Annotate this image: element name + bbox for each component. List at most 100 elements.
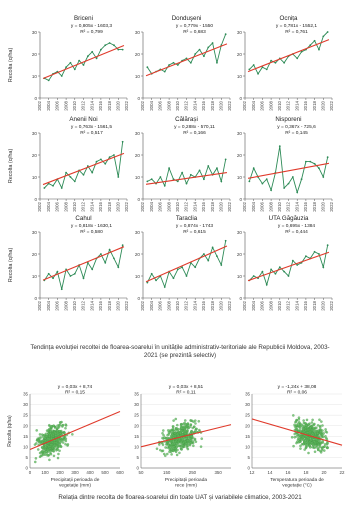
trend-equation: y = 0,781x - 1552,1 bbox=[276, 23, 318, 29]
x-tick-label: 2006 bbox=[158, 100, 163, 110]
scatter-point bbox=[53, 443, 56, 447]
data-point bbox=[185, 275, 188, 277]
scatter-point bbox=[178, 444, 181, 448]
y-tick-label: 20 bbox=[237, 153, 243, 158]
scatter-point bbox=[311, 418, 314, 422]
scatter-point bbox=[49, 430, 52, 433]
y-tick-label: 10 bbox=[135, 74, 141, 79]
x-tick-label: 2014 bbox=[192, 300, 197, 310]
data-point bbox=[150, 178, 153, 181]
x-tick-label: 2012 bbox=[184, 201, 189, 211]
trend-line bbox=[145, 172, 228, 185]
x-tick-label: 2002 bbox=[37, 100, 42, 110]
scatter-point bbox=[66, 443, 70, 446]
scatter-point bbox=[186, 439, 190, 442]
data-point bbox=[261, 66, 264, 69]
x-tick-label: 18 bbox=[304, 470, 309, 475]
scatter-point bbox=[190, 435, 193, 438]
x-tick-label: 2022 bbox=[329, 300, 334, 310]
scatter-point bbox=[189, 423, 193, 426]
x-tick-label: 200 bbox=[56, 470, 64, 475]
x-tick-label: 2020 bbox=[218, 100, 223, 110]
data-point bbox=[270, 268, 272, 271]
scatter-point bbox=[180, 426, 183, 430]
scatter-point bbox=[185, 437, 189, 440]
scatter-point bbox=[199, 445, 203, 448]
x-tick-label: 2014 bbox=[192, 201, 197, 211]
scatter-point bbox=[155, 447, 159, 451]
scatter-point bbox=[197, 420, 201, 423]
scatter-point bbox=[168, 450, 171, 454]
scatter-point bbox=[57, 452, 60, 456]
scatter-point bbox=[200, 437, 204, 440]
scatter-point bbox=[184, 419, 187, 422]
scatter-point bbox=[49, 443, 53, 447]
scatter-point bbox=[49, 452, 53, 456]
data-point bbox=[296, 264, 299, 266]
y-tick-label: 0 bbox=[239, 197, 242, 202]
data-point bbox=[252, 167, 255, 170]
series-line bbox=[248, 146, 329, 194]
data-point bbox=[326, 31, 329, 33]
x-tick-label: 2008 bbox=[166, 100, 171, 110]
scatter-point bbox=[323, 449, 326, 452]
scatter-point bbox=[176, 448, 179, 452]
data-point bbox=[176, 64, 179, 66]
scatter-point bbox=[300, 423, 304, 427]
scatter-point bbox=[174, 444, 178, 447]
x-tick-label: 2002 bbox=[140, 300, 145, 310]
scatter-point bbox=[313, 450, 317, 453]
y-tick-label: 30 bbox=[32, 30, 38, 35]
x-tick-label: 2006 bbox=[158, 201, 163, 211]
data-point bbox=[52, 277, 54, 280]
data-point bbox=[291, 259, 294, 262]
data-point bbox=[185, 57, 188, 60]
scatter-point bbox=[173, 434, 177, 438]
scatter-point bbox=[34, 457, 38, 460]
x-tick-label: 2008 bbox=[166, 300, 171, 310]
x-tick-label: 2012 bbox=[81, 100, 86, 110]
data-point bbox=[265, 68, 268, 71]
scatter-point bbox=[321, 447, 324, 450]
y-tick-label: 0 bbox=[239, 296, 242, 301]
scatter-point bbox=[176, 429, 180, 433]
scatter-point bbox=[62, 438, 66, 442]
data-point bbox=[121, 244, 124, 247]
data-point bbox=[82, 277, 85, 280]
trend-line bbox=[29, 410, 121, 451]
scatter-point bbox=[323, 445, 326, 448]
scatter-point bbox=[56, 456, 60, 460]
scatter-point bbox=[175, 427, 179, 430]
data-point bbox=[203, 178, 205, 181]
r-squared: R² = 0,517 bbox=[80, 130, 103, 136]
data-point bbox=[198, 48, 201, 51]
x-tick-label: 2010 bbox=[72, 100, 77, 110]
x-tick-label: 2008 bbox=[63, 201, 68, 211]
r-squared: R² = 0,166 bbox=[183, 130, 206, 136]
x-tick-label: 2008 bbox=[268, 300, 273, 310]
scatter-point bbox=[297, 418, 301, 421]
trend-line bbox=[42, 246, 125, 281]
y-tick-label: 20 bbox=[237, 52, 243, 57]
data-point bbox=[296, 57, 299, 60]
chart-title: Donduşeni bbox=[172, 15, 202, 22]
y-axis-label: Recolta (q/ha) bbox=[7, 415, 13, 447]
scatter-point bbox=[172, 419, 175, 422]
data-point bbox=[168, 167, 171, 170]
scatter-point bbox=[306, 431, 310, 434]
scatter-point bbox=[161, 443, 165, 447]
y-axis-label: Recolta (q/ha) bbox=[8, 149, 14, 184]
scatter-point bbox=[56, 432, 60, 436]
scatter-point bbox=[182, 430, 186, 434]
caption-top: Tendința evoluției recoltei de floarea-s… bbox=[30, 344, 330, 359]
data-point bbox=[113, 257, 115, 260]
scatter-point bbox=[171, 430, 174, 433]
x-tick-label: 2004 bbox=[46, 201, 51, 211]
data-point bbox=[104, 44, 107, 47]
scatter-point bbox=[178, 437, 181, 441]
chart-title: Briceni bbox=[74, 15, 93, 22]
x-tick-label: 16 bbox=[286, 470, 291, 475]
x-tick-label: 2014 bbox=[192, 100, 197, 110]
data-point bbox=[163, 286, 166, 288]
